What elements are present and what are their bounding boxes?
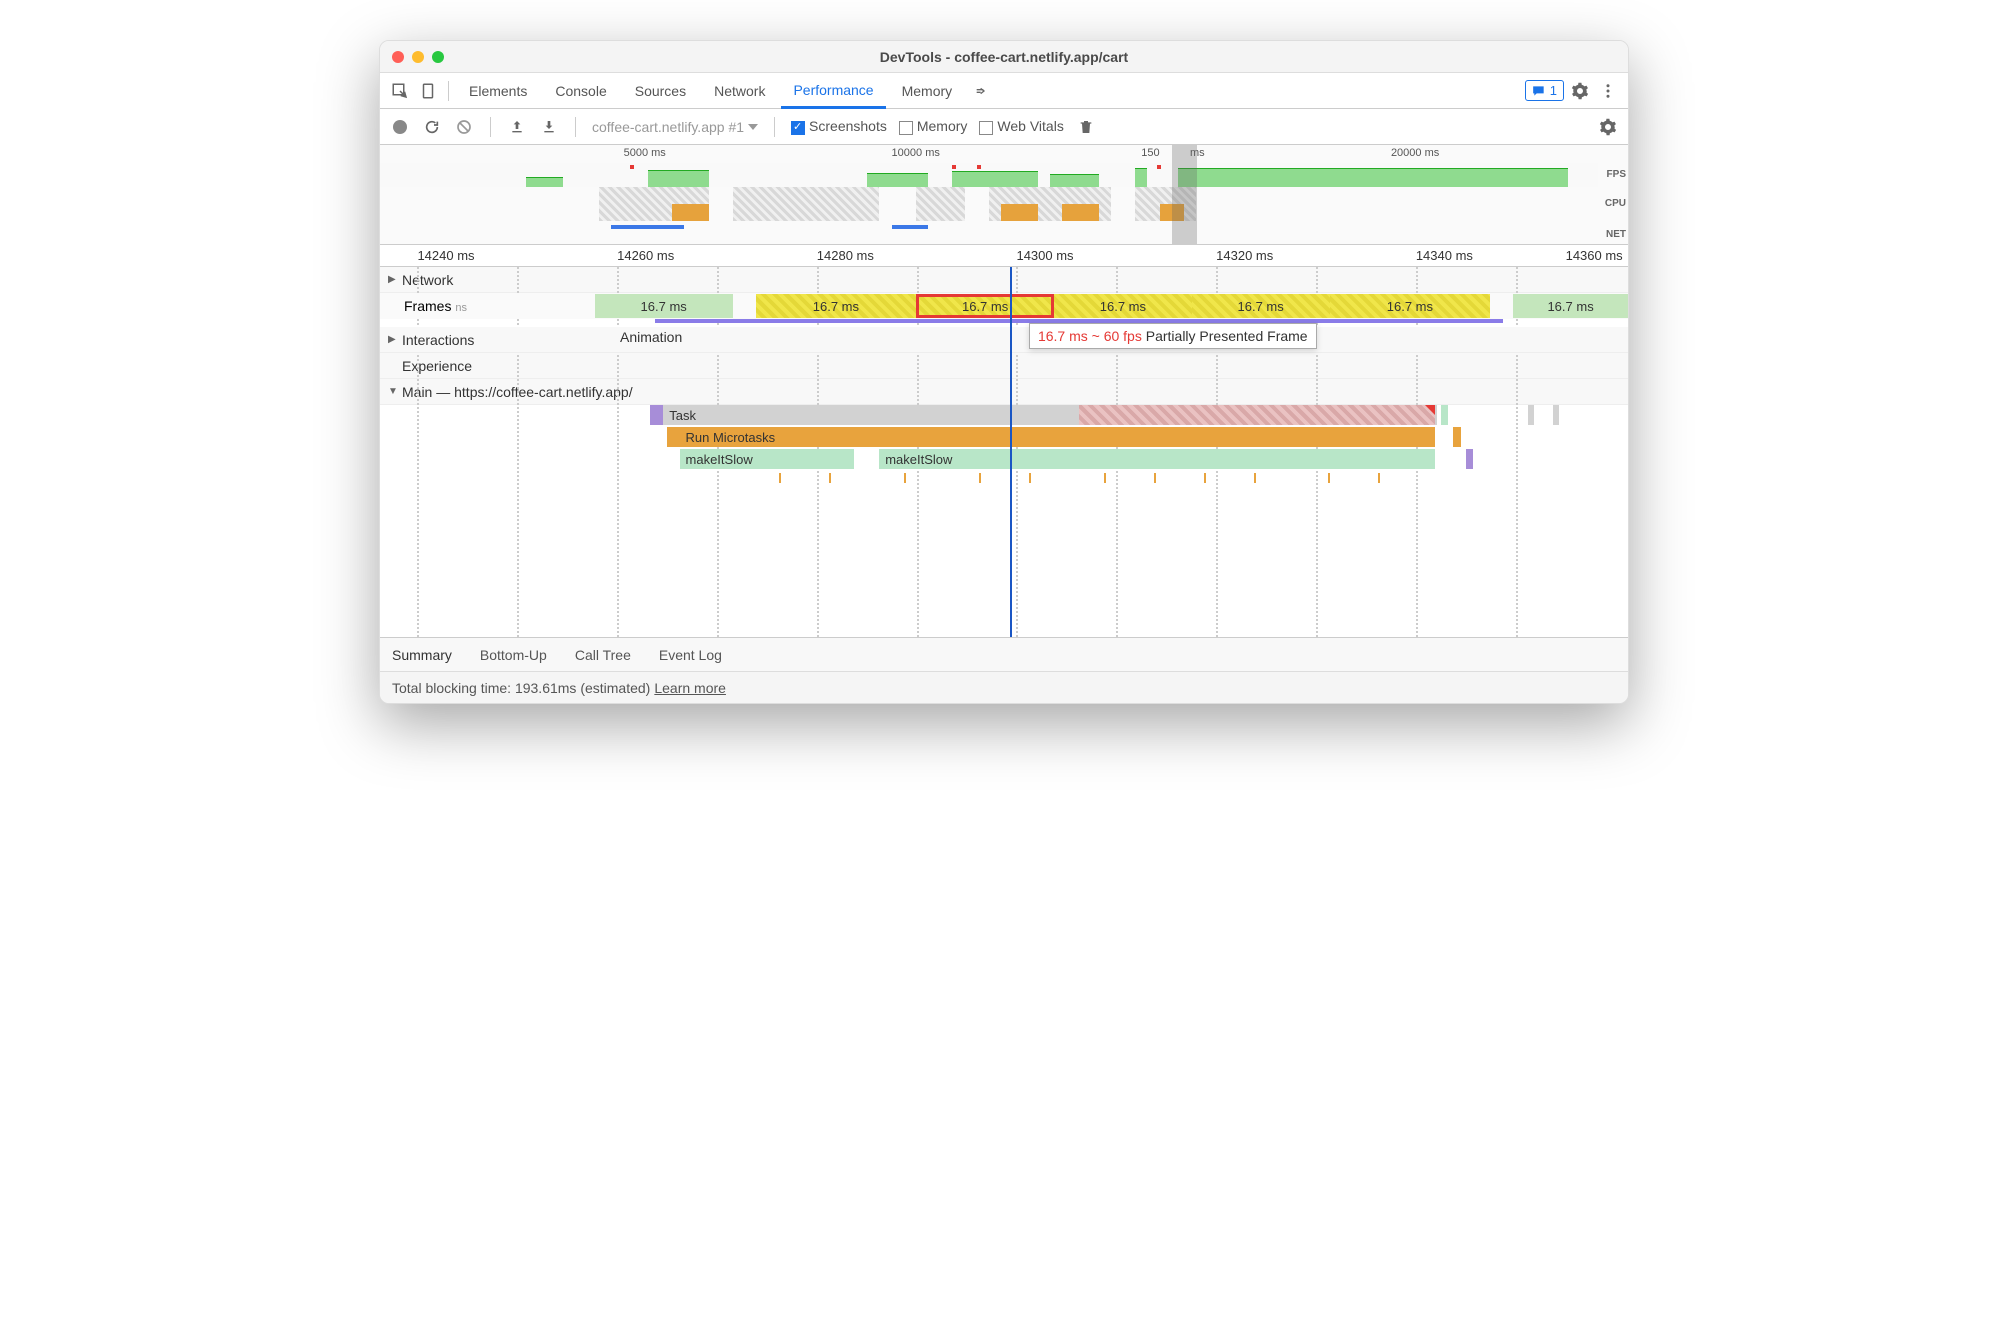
trash-icon[interactable]	[1076, 117, 1096, 137]
flame-bar[interactable]: Run Microtasks	[680, 427, 1435, 447]
main-tabs: Elements Console Sources Network Perform…	[380, 73, 1628, 109]
overview-selection[interactable]	[1172, 145, 1197, 244]
tab-memory[interactable]: Memory	[890, 73, 965, 109]
record-button[interactable]	[390, 117, 410, 137]
clear-button[interactable]	[454, 117, 474, 137]
download-icon[interactable]	[539, 117, 559, 137]
status-bar: Total blocking time: 193.61ms (estimated…	[380, 671, 1628, 703]
reload-button[interactable]	[422, 117, 442, 137]
time-ruler[interactable]: 14240 ms14260 ms14280 ms14300 ms14320 ms…	[380, 245, 1628, 267]
tab-calltree[interactable]: Call Tree	[575, 647, 631, 663]
main-track-header[interactable]: ▼Main — https://coffee-cart.netlify.app/	[380, 379, 1628, 405]
minimize-window-button[interactable]	[412, 51, 424, 63]
overview-lane-labels: FPS CPU NET	[1605, 169, 1626, 240]
frame[interactable]: 16.7 ms	[1513, 294, 1628, 318]
tab-eventlog[interactable]: Event Log	[659, 647, 722, 663]
memory-checkbox[interactable]: Memory	[899, 118, 968, 134]
frame[interactable]: 16.7 ms	[916, 294, 1054, 318]
messages-badge[interactable]: 1	[1525, 80, 1564, 101]
interactions-track-header[interactable]: ▶Interactions Animation 16.7 ms ~ 60 fps…	[380, 327, 1628, 353]
webvitals-checkbox[interactable]: Web Vitals	[979, 118, 1063, 134]
flame-bar[interactable]: makeItSlow	[680, 449, 855, 469]
frame-tooltip: 16.7 ms ~ 60 fps Partially Presented Fra…	[1029, 323, 1317, 349]
flame-bar[interactable]	[667, 427, 679, 447]
frame[interactable]: 16.7 ms	[1192, 294, 1330, 318]
tracks-area: ▶Network Frames ns 16.7 ms16.7 ms16.7 ms…	[380, 267, 1628, 637]
details-tabs: Summary Bottom-Up Call Tree Event Log	[380, 637, 1628, 671]
profile-dropdown[interactable]: coffee-cart.netlify.app #1	[592, 119, 758, 135]
tab-sources[interactable]: Sources	[623, 73, 698, 109]
learn-more-link[interactable]: Learn more	[654, 680, 726, 696]
main-thread-flamechart[interactable]: TaskRun MicrotasksmakeItSlowmakeItSlow	[380, 405, 1628, 637]
network-track-header[interactable]: ▶Network	[380, 267, 1628, 293]
frame[interactable]: 16.7 ms	[756, 294, 917, 318]
animation-label: Animation	[620, 329, 682, 345]
tab-bottomup[interactable]: Bottom-Up	[480, 647, 547, 663]
screenshots-checkbox[interactable]: Screenshots	[791, 118, 887, 134]
tab-performance[interactable]: Performance	[781, 73, 885, 109]
device-icon[interactable]	[416, 79, 440, 103]
frame[interactable]: 16.7 ms	[595, 294, 733, 318]
experience-track-header[interactable]: ▶Experience	[380, 353, 1628, 379]
perf-toolbar: coffee-cart.netlify.app #1 Screenshots M…	[380, 109, 1628, 145]
inspect-icon[interactable]	[388, 79, 412, 103]
settings-icon[interactable]	[1568, 79, 1592, 103]
messages-count: 1	[1550, 83, 1557, 98]
current-time-line	[1010, 267, 1012, 637]
flame-bar[interactable]: makeItSlow	[879, 449, 1434, 469]
tab-console[interactable]: Console	[543, 73, 618, 109]
flame-bar[interactable]	[650, 405, 664, 425]
tab-summary[interactable]: Summary	[392, 647, 452, 663]
traffic-lights	[392, 51, 444, 63]
upload-icon[interactable]	[507, 117, 527, 137]
frame[interactable]: 16.7 ms	[1330, 294, 1491, 318]
titlebar: DevTools - coffee-cart.netlify.app/cart	[380, 41, 1628, 73]
frames-track[interactable]: Frames ns 16.7 ms16.7 ms16.7 ms16.7 ms16…	[380, 293, 1628, 319]
flame-bar[interactable]	[1079, 405, 1435, 425]
tab-network[interactable]: Network	[702, 73, 777, 109]
zoom-window-button[interactable]	[432, 51, 444, 63]
kebab-menu-icon[interactable]	[1596, 79, 1620, 103]
devtools-window: DevTools - coffee-cart.netlify.app/cart …	[379, 40, 1629, 704]
close-window-button[interactable]	[392, 51, 404, 63]
frame[interactable]: 16.7 ms	[1054, 294, 1192, 318]
tab-elements[interactable]: Elements	[457, 73, 539, 109]
capture-settings-icon[interactable]	[1598, 117, 1618, 137]
window-title: DevTools - coffee-cart.netlify.app/cart	[880, 49, 1128, 65]
overview-timeline[interactable]: 5000 ms10000 ms150ms20000 ms FPS CPU NET	[380, 145, 1628, 245]
more-tabs-icon[interactable]	[968, 79, 992, 103]
